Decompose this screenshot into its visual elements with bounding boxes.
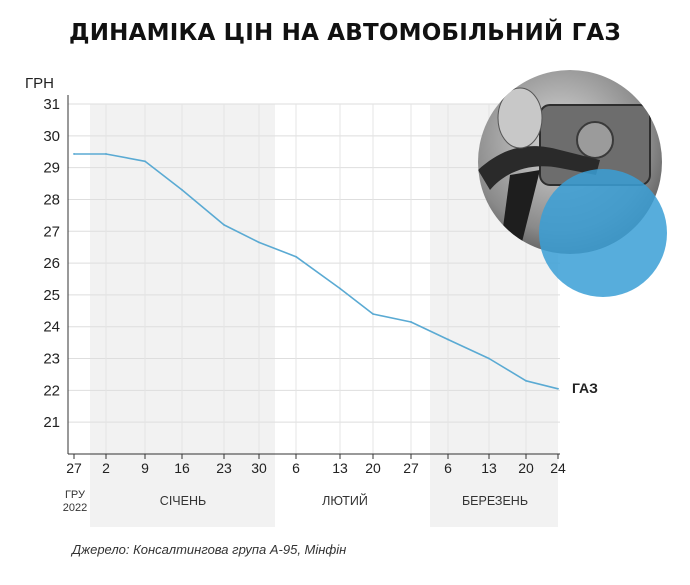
x-tick-label-7: 13 (332, 460, 348, 476)
y-tick-label-9: 30 (43, 128, 60, 145)
start-year-label: 2022 (63, 502, 87, 514)
month-label-0: СІЧЕНЬ (160, 494, 206, 508)
grid-lines (68, 103, 560, 454)
x-tick-label-6: 6 (292, 460, 300, 476)
x-tick-label-3: 16 (174, 460, 190, 476)
series-point-0-3 (181, 189, 183, 191)
series-point-0-1 (105, 153, 107, 155)
blue-accent-circle (539, 169, 667, 297)
y-tick-label-10: 31 (43, 96, 60, 113)
series-point-0-10 (447, 338, 449, 341)
series-point-0-12 (525, 379, 527, 382)
y-tick-label-6: 27 (43, 223, 60, 240)
y-tick-label-3: 24 (43, 319, 60, 336)
month-label-1: ЛЮТИЙ (322, 493, 368, 508)
y-axis-label: ГРН (25, 75, 54, 92)
gas-pump-nozzle-photo-icon (478, 70, 667, 297)
y-tick-label-2: 23 (43, 351, 60, 368)
source-note: Джерело: Консалтингова група А-95, Мінфі… (72, 542, 347, 557)
series-point-0-0 (73, 153, 75, 155)
series-point-0-5 (258, 241, 260, 244)
x-tick-label-8: 20 (365, 460, 381, 476)
y-tick-label-7: 28 (43, 191, 60, 208)
x-tick-label-12: 20 (518, 460, 534, 476)
x-tick-label-10: 6 (444, 460, 452, 476)
y-tick-label-8: 29 (43, 160, 60, 177)
x-tick-label-5: 30 (251, 460, 267, 476)
chart-title: ДИНАМІКА ЦІН НА АВТОМОБІЛЬНИЙ ГАЗ (69, 20, 621, 46)
x-tick-label-9: 27 (403, 460, 419, 476)
series-point-0-6 (295, 255, 297, 258)
fuel-cap (576, 121, 614, 159)
x-tick-label-1: 2 (102, 460, 110, 476)
series-line-0 (74, 153, 559, 390)
y-tick-label-5: 26 (43, 255, 60, 272)
x-tick-label-0: 27 (66, 460, 82, 476)
y-tick-label-0: 21 (43, 414, 60, 431)
series-point-0-9 (410, 321, 412, 323)
hand-shape (497, 87, 543, 149)
month-label-2: БЕРЕЗЕНЬ (462, 494, 528, 508)
series-point-0-8 (372, 313, 374, 315)
series-point-0-4 (223, 224, 225, 226)
series-point-0-11 (488, 357, 490, 360)
series-point-0-13 (557, 387, 559, 390)
y-tick-label-1: 22 (43, 382, 60, 399)
series-point-0-2 (144, 160, 146, 163)
nozzle-body (478, 146, 600, 190)
x-tick-label-4: 23 (216, 460, 232, 476)
series-lines (73, 153, 559, 390)
x-tick-label-11: 13 (481, 460, 497, 476)
y-tick-label-4: 25 (43, 287, 60, 304)
axes (67, 95, 560, 459)
start-month-label: ГРУ (65, 489, 86, 501)
series-label-0: ГАЗ (572, 380, 598, 396)
x-tick-label-13: 24 (550, 460, 566, 476)
x-tick-label-2: 9 (141, 460, 149, 476)
nozzle-hose (500, 170, 540, 250)
series-point-0-7 (339, 287, 341, 290)
